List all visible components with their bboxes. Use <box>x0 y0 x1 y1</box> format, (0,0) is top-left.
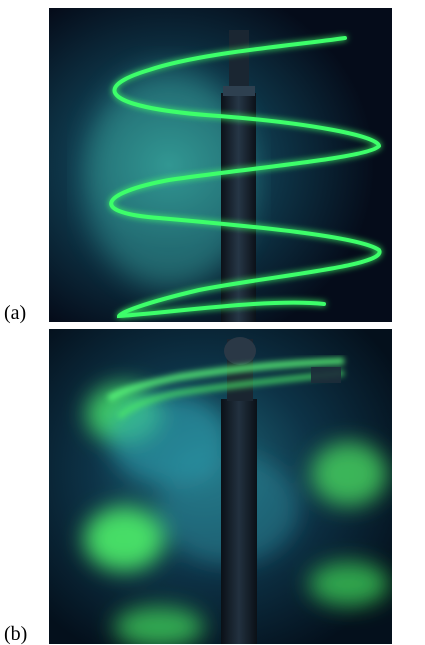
rod <box>221 93 256 322</box>
dye-nozzle <box>311 367 341 383</box>
vortex-streak-image <box>49 8 392 322</box>
panel-label-b: (b) <box>4 623 28 645</box>
dispersed-dye-image <box>49 329 392 644</box>
photo-panel-b <box>49 329 392 644</box>
rod-collar <box>223 86 255 96</box>
dye-streaks <box>106 357 345 420</box>
panel-label-a: (a) <box>4 302 27 324</box>
rod-top-fitting <box>229 30 249 96</box>
rod <box>221 399 257 644</box>
photo-panel-a <box>49 8 392 322</box>
rod-cap <box>224 337 256 365</box>
helical-dye-streak <box>109 36 382 319</box>
